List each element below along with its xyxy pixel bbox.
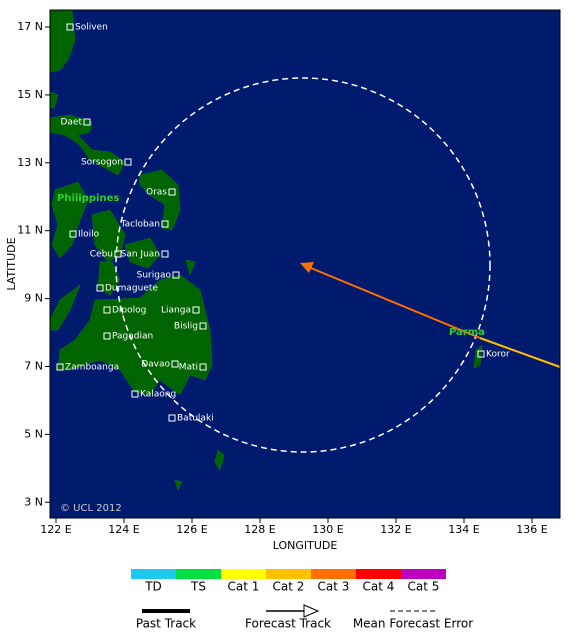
x-tick-label: 122 E [40, 523, 71, 536]
forecast-track [305, 265, 481, 339]
forecast-key-arrow [303, 604, 320, 618]
credit: © UCL 2012 [60, 503, 122, 514]
x-tick-label: 128 E [244, 523, 275, 536]
legend-swatch [221, 569, 266, 579]
city-label: Tacloban [120, 220, 160, 230]
city-label: Koror [486, 350, 510, 360]
legend-label: Cat 4 [363, 580, 395, 594]
city-label: Davao [141, 360, 170, 370]
legend-label: Cat 5 [408, 580, 440, 594]
x-tick-label: 132 E [380, 523, 411, 536]
storm-label: Parma [449, 327, 485, 338]
x-tick-label: 134 E [448, 523, 479, 536]
y-tick-label: 11 N [17, 224, 43, 237]
y-tick-label: 9 N [24, 292, 43, 305]
city-marker [161, 220, 169, 228]
city-marker [124, 158, 132, 166]
city-marker [56, 363, 64, 371]
x-tick-label: 124 E [108, 523, 139, 536]
y-tick-label: 7 N [24, 360, 43, 373]
legend-label: Cat 1 [228, 580, 260, 594]
y-tick-label: 13 N [17, 156, 43, 169]
city-label: Sorsogon [81, 158, 123, 168]
city-marker [69, 230, 77, 238]
city-label: Cebu [90, 250, 113, 260]
x-tick-label: 136 E [516, 523, 547, 536]
map-frame [49, 9, 561, 519]
y-axis-label: LATITUDE [5, 237, 18, 290]
city-label: Dipolog [112, 306, 146, 316]
city-label: Zamboanga [65, 363, 119, 373]
city-label: Lianga [161, 306, 191, 316]
city-label: Oras [146, 188, 167, 198]
country-label: Philippines [57, 193, 119, 204]
city-label: Batulaki [177, 414, 214, 424]
legend-swatch [131, 569, 176, 579]
city-label: San Juan [121, 250, 160, 260]
city-marker [168, 188, 176, 196]
legend-label: TS [190, 580, 206, 594]
x-tick-label: 130 E [312, 523, 343, 536]
land [49, 9, 483, 491]
city-marker [199, 363, 207, 371]
city-label: Daet [60, 118, 82, 128]
city-label: Soliven [75, 23, 108, 33]
city-marker [192, 306, 200, 314]
line-key-label: Past Track [136, 617, 196, 631]
city-marker [66, 23, 74, 31]
city-marker [103, 332, 111, 340]
city-marker [161, 250, 169, 258]
city-label: Dumaguete [105, 284, 158, 294]
y-tick-label: 17 N [17, 20, 43, 33]
city-marker [114, 250, 122, 258]
forecast-arrow [300, 262, 314, 273]
legend-swatch [311, 569, 356, 579]
city-label: Surigao [137, 271, 172, 281]
y-tick-label: 3 N [24, 495, 43, 508]
y-tick-label: 15 N [17, 88, 43, 101]
legend-label: Cat 2 [273, 580, 305, 594]
legend-swatch [401, 569, 446, 579]
legend-swatch [356, 569, 401, 579]
legend-label: Cat 3 [318, 580, 350, 594]
line-key-label: Forecast Track [245, 617, 331, 631]
city-marker [131, 390, 139, 398]
city-marker [168, 414, 176, 422]
past-track [479, 337, 561, 368]
y-tick-label: 5 N [24, 427, 43, 440]
city-label: Pagadian [112, 332, 153, 342]
legend-label: TD [144, 580, 162, 594]
city-marker [199, 322, 207, 330]
city-label: Mati [179, 363, 198, 373]
city-marker [171, 360, 179, 368]
city-marker [477, 350, 485, 358]
city-label: Kalaong [140, 390, 176, 400]
city-marker [103, 306, 111, 314]
legend-swatch [266, 569, 311, 579]
city-label: Iloilo [78, 230, 100, 240]
line-key-label: Mean Forecast Error [353, 617, 473, 631]
city-marker [172, 271, 180, 279]
city-label: Bislig [174, 322, 198, 332]
legend-swatch [176, 569, 221, 579]
city-marker [96, 284, 104, 292]
city-marker [83, 118, 91, 126]
x-tick-label: 126 E [176, 523, 207, 536]
x-axis-label: LONGITUDE [273, 539, 338, 552]
forecast-error-circle [115, 77, 491, 453]
